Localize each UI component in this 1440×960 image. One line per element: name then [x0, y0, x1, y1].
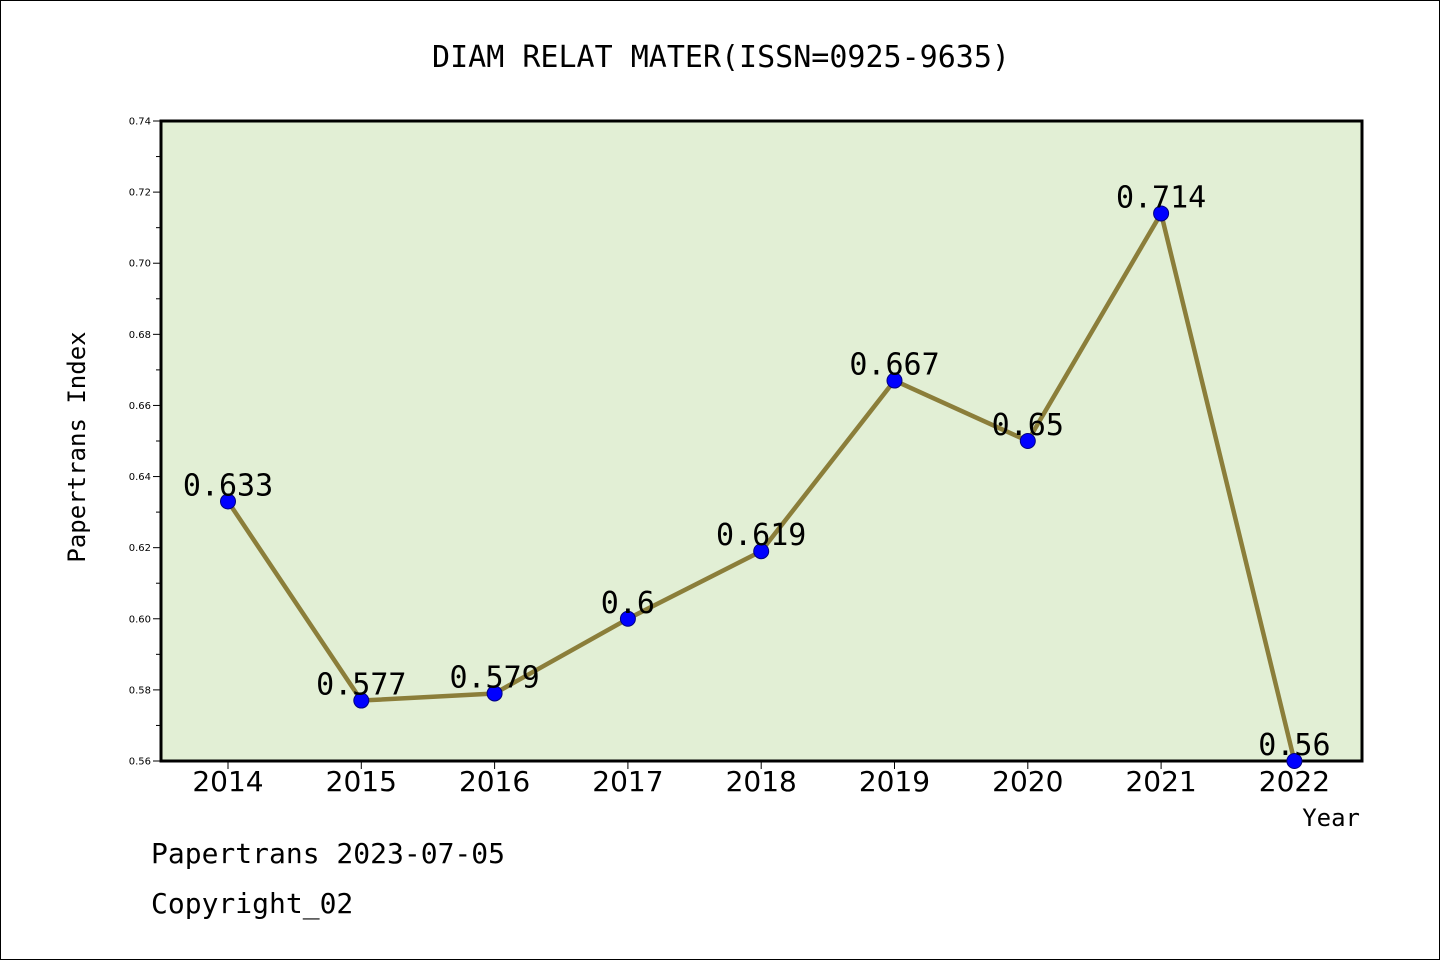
data-labels: 0.633 0.577 0.579 0.6 0.619 0.667 0.65 0.714 0.5… — [183, 180, 1331, 763]
data-label: 0.633 — [183, 468, 273, 503]
x-tick-label: 2014 — [192, 765, 263, 798]
data-point-marker — [1019, 433, 1036, 449]
x-tick-label: 2018 — [726, 765, 797, 798]
data-point-marker — [220, 493, 236, 510]
chart-title: DIAM RELAT MATER(ISSN=0925-9635) — [432, 40, 1010, 75]
x-tick-label: 2017 — [592, 765, 663, 798]
data-label: 0.619 — [716, 518, 806, 553]
y-tick-label: 0.60 — [129, 614, 151, 625]
y-tick-label: 0.68 — [129, 330, 151, 341]
data-point-marker — [753, 543, 770, 560]
data-label: 0.6 — [601, 586, 655, 621]
y-tick-label: 0.62 — [129, 543, 151, 554]
data-label: 0.577 — [316, 668, 406, 703]
x-tick-label: 2019 — [859, 765, 930, 798]
data-label: 0.579 — [449, 660, 539, 695]
x-tick-label: 2021 — [1125, 765, 1196, 798]
data-label: 0.714 — [1116, 180, 1206, 215]
data-label: 0.56 — [1258, 728, 1330, 763]
y-tick-label: 0.66 — [129, 401, 151, 412]
x-axis: 2014 2015 2016 2017 2018 2019 2020 2021 2022 — [192, 761, 1330, 798]
y-tick-label: 0.70 — [129, 259, 151, 270]
data-point-marker — [619, 610, 636, 627]
data-point-marker — [1286, 753, 1303, 769]
y-axis: 0.56 0.58 0.60 0.62 0.64 0.66 0.68 0.70 0.72 0.74 — [129, 117, 161, 768]
x-tick-label: 2016 — [459, 765, 530, 798]
footer-copyright: Copyright_02 — [151, 887, 354, 920]
footer-date: Papertrans 2023-07-05 — [151, 837, 506, 870]
data-series — [220, 205, 1303, 769]
data-label: 0.65 — [992, 408, 1064, 443]
plot-area — [159, 119, 1364, 763]
x-tick-label: 2020 — [992, 765, 1063, 798]
x-tick-label: 2015 — [326, 765, 397, 798]
x-tick-label: 2022 — [1259, 765, 1330, 798]
data-point-marker — [1153, 205, 1170, 222]
y-axis-label: Papertrans Index — [63, 331, 91, 562]
data-point-marker — [886, 372, 903, 389]
y-tick-label: 0.72 — [129, 188, 151, 199]
y-tick-label: 0.56 — [129, 757, 151, 768]
data-point-marker — [353, 692, 370, 709]
data-label: 0.667 — [849, 348, 939, 383]
x-axis-label: Year — [1302, 804, 1360, 832]
data-point-marker — [486, 685, 503, 702]
y-tick-label: 0.58 — [129, 685, 151, 696]
y-tick-label: 0.64 — [129, 472, 151, 483]
y-tick-label: 0.74 — [129, 117, 151, 128]
